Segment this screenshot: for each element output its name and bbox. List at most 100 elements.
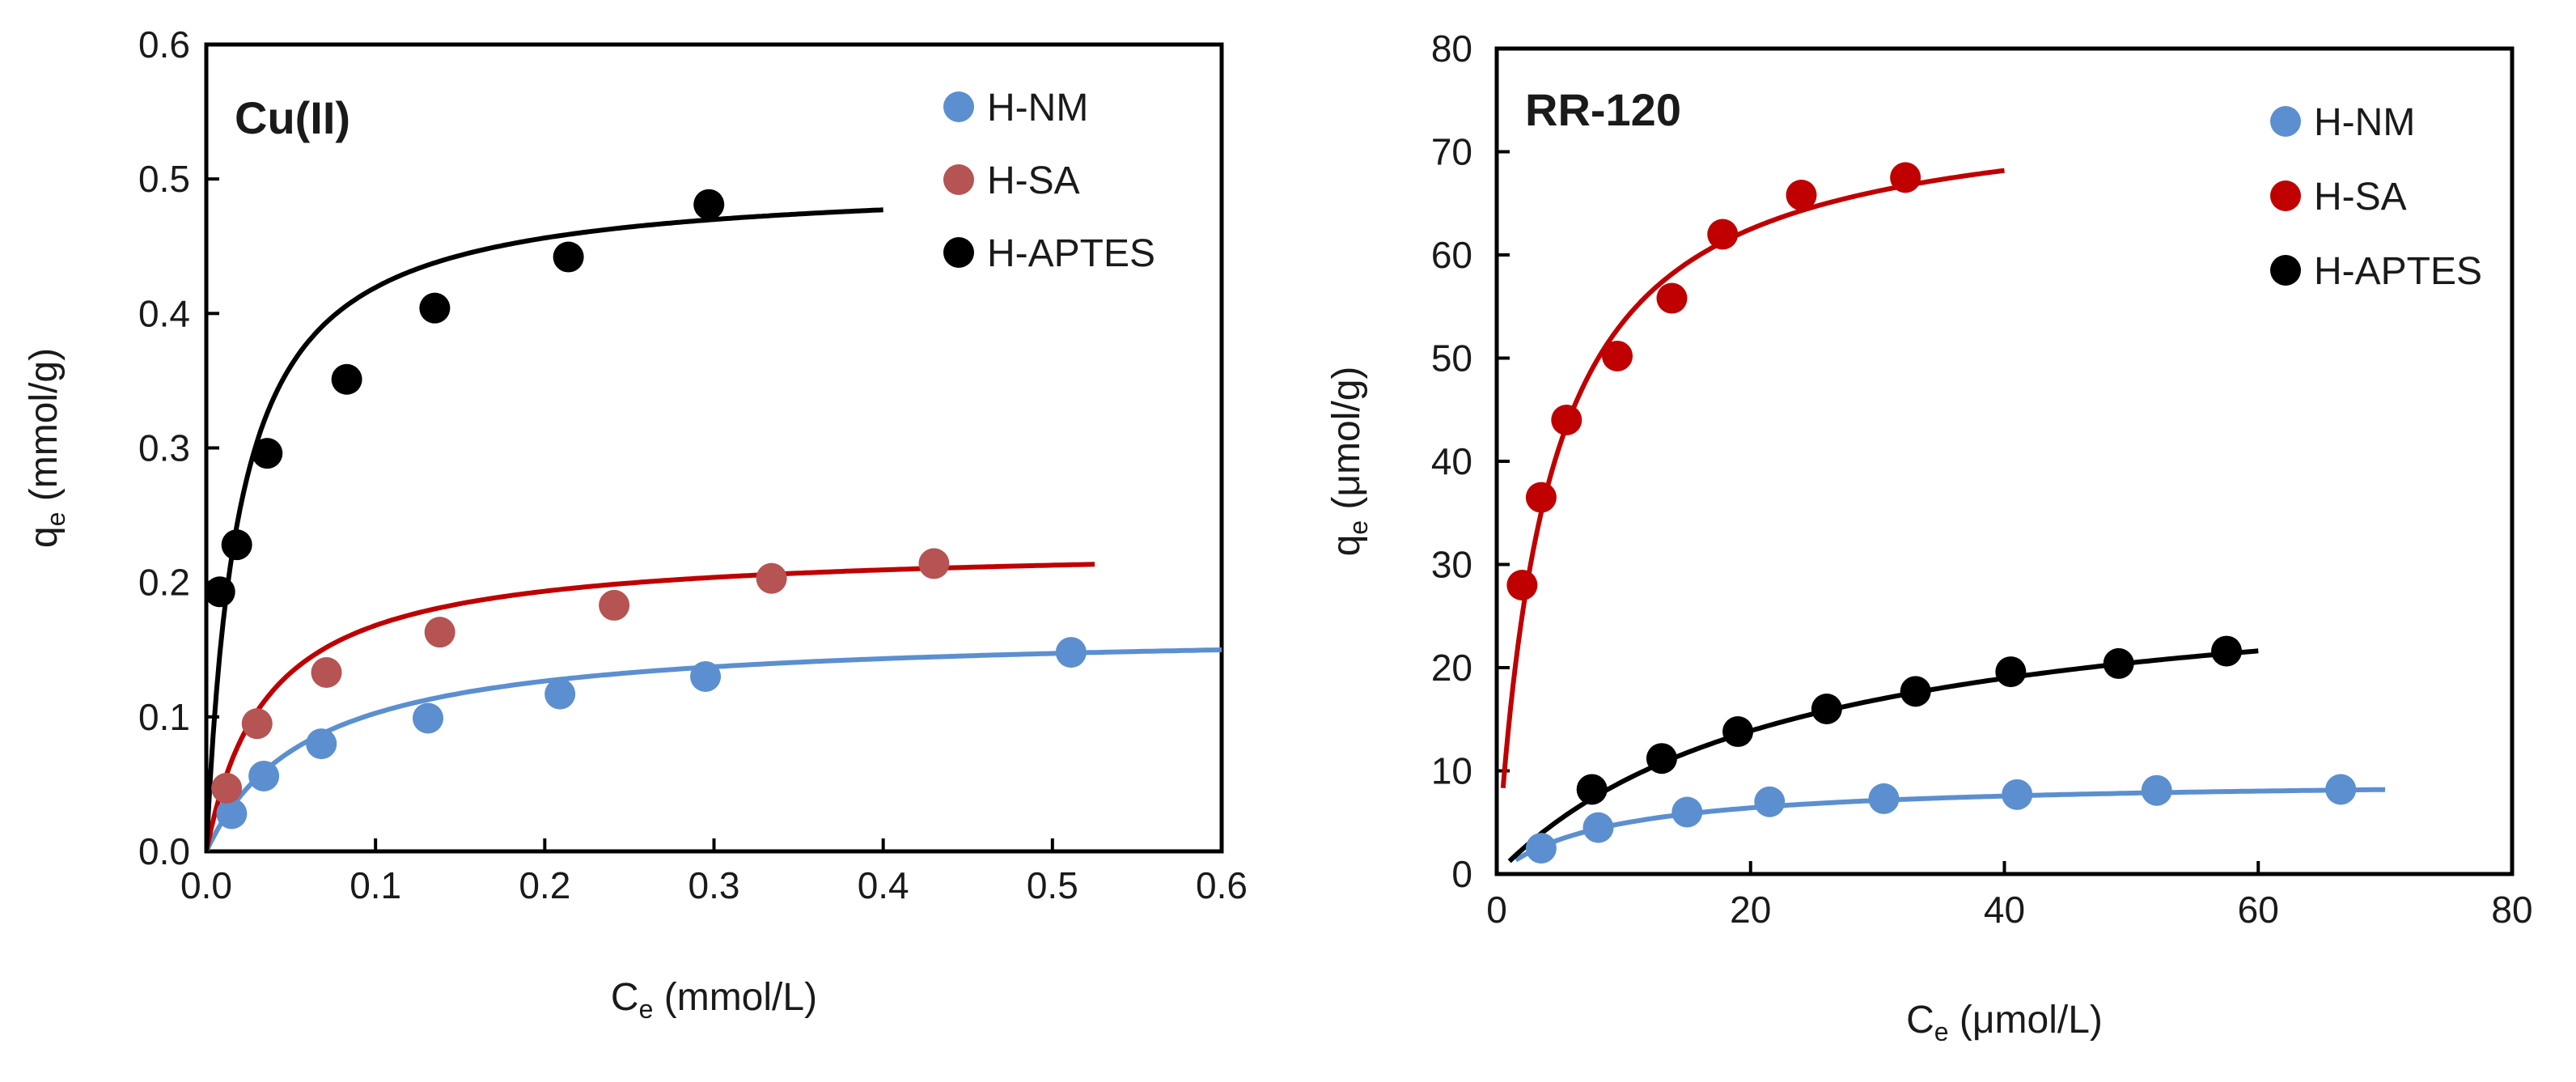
- legend-marker-h-nm: [2270, 106, 2301, 137]
- data-point-h-nm: [1754, 786, 1786, 817]
- data-point-h-sa: [311, 656, 342, 688]
- x-axis-title-sub: e: [639, 995, 654, 1024]
- legend-marker-h-nm: [943, 91, 974, 122]
- x-tick-label: 0.3: [688, 864, 740, 906]
- x-tick-label: 0: [1486, 889, 1507, 931]
- fit-curve-h-sa: [206, 562, 1095, 851]
- y-axis-title-unit: (μmol/g): [1325, 367, 1368, 520]
- x-axis-title-unit: (mmol/L): [653, 976, 817, 1019]
- legend-label-h-aptes: H-APTES: [2314, 250, 2482, 293]
- x-tick-label: 20: [1730, 889, 1771, 931]
- data-point-h-sa: [424, 617, 455, 648]
- y-tick-label: 0.2: [138, 562, 190, 604]
- data-point-h-sa: [1656, 282, 1688, 314]
- x-tick-label: 80: [2491, 889, 2532, 931]
- y-tick-label: 0.4: [138, 292, 190, 334]
- data-point-h-nm: [690, 660, 722, 692]
- x-tick-label: 40: [1984, 889, 2025, 931]
- legend-label-h-nm: H-NM: [2314, 101, 2415, 144]
- legend-label-h-nm: H-NM: [987, 87, 1088, 129]
- fit-curve-h-aptes: [206, 207, 883, 851]
- cu-panel: 0.0 0.1 0.2 0.3 0.4 0.5 0.6 0.0 0.1 0.2 0.3 0.4 0.5 0…: [23, 23, 1248, 1024]
- y-tick-label: 60: [1431, 234, 1472, 276]
- data-point-h-aptes: [693, 189, 725, 220]
- data-point-h-nm: [544, 678, 576, 710]
- y-axis-title: qe (μmol/g): [1325, 367, 1373, 557]
- y-axis-title-sub: e: [41, 512, 70, 527]
- data-point-h-nm: [1868, 783, 1900, 814]
- fit-curve-h-nm: [1514, 787, 2386, 863]
- panel-label: RR-120: [1525, 84, 1681, 135]
- data-point-h-aptes: [553, 241, 584, 273]
- legend-marker-h-sa: [2270, 180, 2301, 211]
- y-tick-label: 0.5: [138, 158, 190, 200]
- x-axis-title-sub: e: [1934, 1017, 1949, 1046]
- data-point-h-sa: [1890, 162, 1921, 193]
- data-point-h-sa: [756, 562, 787, 594]
- data-point-h-aptes: [221, 529, 252, 561]
- data-point-h-sa: [211, 772, 243, 804]
- y-axis-title-main: q: [1325, 535, 1368, 557]
- y-tick-label: 0: [1451, 853, 1472, 895]
- x-tick-label: 0.2: [519, 864, 570, 906]
- data-point-h-sa: [1602, 340, 1633, 371]
- rr120-panel: 0 20 40 60 80 0 10 20 30 40 50 60 70 80 Ce (μmol/L) qe …: [1325, 28, 2533, 1046]
- data-point-h-sa: [1525, 482, 1557, 513]
- data-point-h-aptes: [1811, 694, 1842, 724]
- x-axis-title: Ce (μmol/L): [1906, 999, 2103, 1046]
- x-axis-title-main: C: [611, 976, 639, 1019]
- data-point-h-nm: [1525, 833, 1557, 864]
- data-point-h-nm: [1582, 812, 1614, 843]
- data-point-h-aptes: [1722, 716, 1754, 748]
- y-axis-title-main: q: [23, 526, 66, 548]
- data-point-h-nm: [1055, 637, 1087, 668]
- y-tick-label: 10: [1431, 750, 1472, 792]
- data-point-h-aptes: [2103, 647, 2134, 679]
- legend-label-h-sa: H-SA: [2314, 176, 2407, 219]
- x-tick-label: 0.5: [1027, 864, 1078, 906]
- data-point-h-aptes: [1646, 743, 1677, 774]
- y-tick-label: 50: [1431, 337, 1472, 380]
- x-tick-label: 0.4: [858, 864, 909, 906]
- data-point-h-sa: [1707, 219, 1739, 250]
- fit-curve-h-sa: [1500, 168, 2005, 789]
- data-point-h-aptes: [419, 292, 451, 324]
- y-tick-label: 0.1: [138, 696, 190, 738]
- data-point-h-sa: [1506, 570, 1538, 600]
- legend-label-h-sa: H-SA: [987, 159, 1080, 202]
- y-tick-label: 20: [1431, 647, 1472, 689]
- data-point-h-nm: [2325, 774, 2357, 805]
- data-point-h-aptes: [1576, 774, 1608, 805]
- x-tick-label: 0.6: [1196, 864, 1248, 906]
- data-point-h-aptes: [252, 438, 283, 469]
- x-axis-title-main: C: [1906, 999, 1934, 1042]
- data-point-h-nm: [2002, 779, 2033, 810]
- data-point-h-nm: [216, 798, 248, 830]
- data-point-h-nm: [248, 760, 280, 791]
- data-point-h-aptes: [2211, 635, 2243, 667]
- legend-marker-h-aptes: [943, 237, 974, 268]
- y-axis-title: qe (mmol/g): [23, 348, 70, 548]
- y-tick-label: 30: [1431, 544, 1472, 586]
- legend-marker-h-aptes: [2270, 255, 2301, 286]
- legend-marker-h-sa: [943, 164, 974, 195]
- fit-curve-h-aptes: [1507, 648, 2259, 863]
- data-point-h-nm: [1671, 796, 1703, 828]
- panel-label: Cu(II): [235, 92, 350, 143]
- data-point-h-nm: [413, 702, 444, 734]
- data-point-h-aptes: [204, 576, 235, 608]
- data-point-h-nm: [306, 728, 337, 760]
- x-axis-title-unit: (μmol/L): [1949, 999, 2103, 1042]
- x-tick-label: 0.1: [350, 864, 401, 906]
- y-tick-label: 80: [1431, 28, 1472, 70]
- data-point-h-sa: [241, 708, 273, 740]
- data-point-h-sa: [599, 589, 630, 621]
- data-point-h-sa: [918, 548, 950, 579]
- data-point-h-sa: [1786, 180, 1817, 211]
- y-axis-title-unit: (mmol/g): [23, 348, 66, 512]
- data-point-h-nm: [2141, 774, 2172, 806]
- x-axis-title: Ce (mmol/L): [611, 976, 817, 1024]
- x-tick-label: 60: [2238, 889, 2279, 931]
